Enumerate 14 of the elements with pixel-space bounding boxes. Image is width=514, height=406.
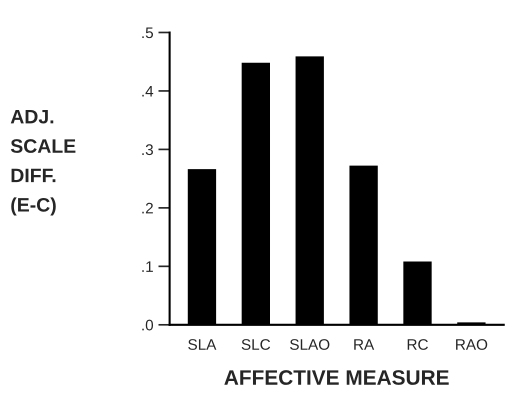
y-axis-title: ADJ. SCALE DIFF. (E-C): [10, 110, 76, 216]
x-tick-label: SLC: [242, 339, 270, 350]
x-tick-label: RC: [408, 339, 428, 350]
x-axis-title: AFFECTIVE MEASURE: [224, 370, 449, 385]
y-tick-label: .3: [142, 144, 153, 156]
y-tick-label: .4: [142, 86, 154, 96]
x-tick-label: RAO: [456, 339, 488, 350]
y-tick-label: .2: [142, 202, 153, 214]
y-tick-label: .0: [142, 320, 154, 330]
y-tick-label: .5: [142, 28, 154, 38]
x-tick-label: RA: [354, 339, 374, 350]
y-tick-label: .1: [142, 261, 153, 272]
x-tick-label: SLAO: [290, 339, 330, 350]
x-tick-label: SLA: [188, 339, 216, 350]
